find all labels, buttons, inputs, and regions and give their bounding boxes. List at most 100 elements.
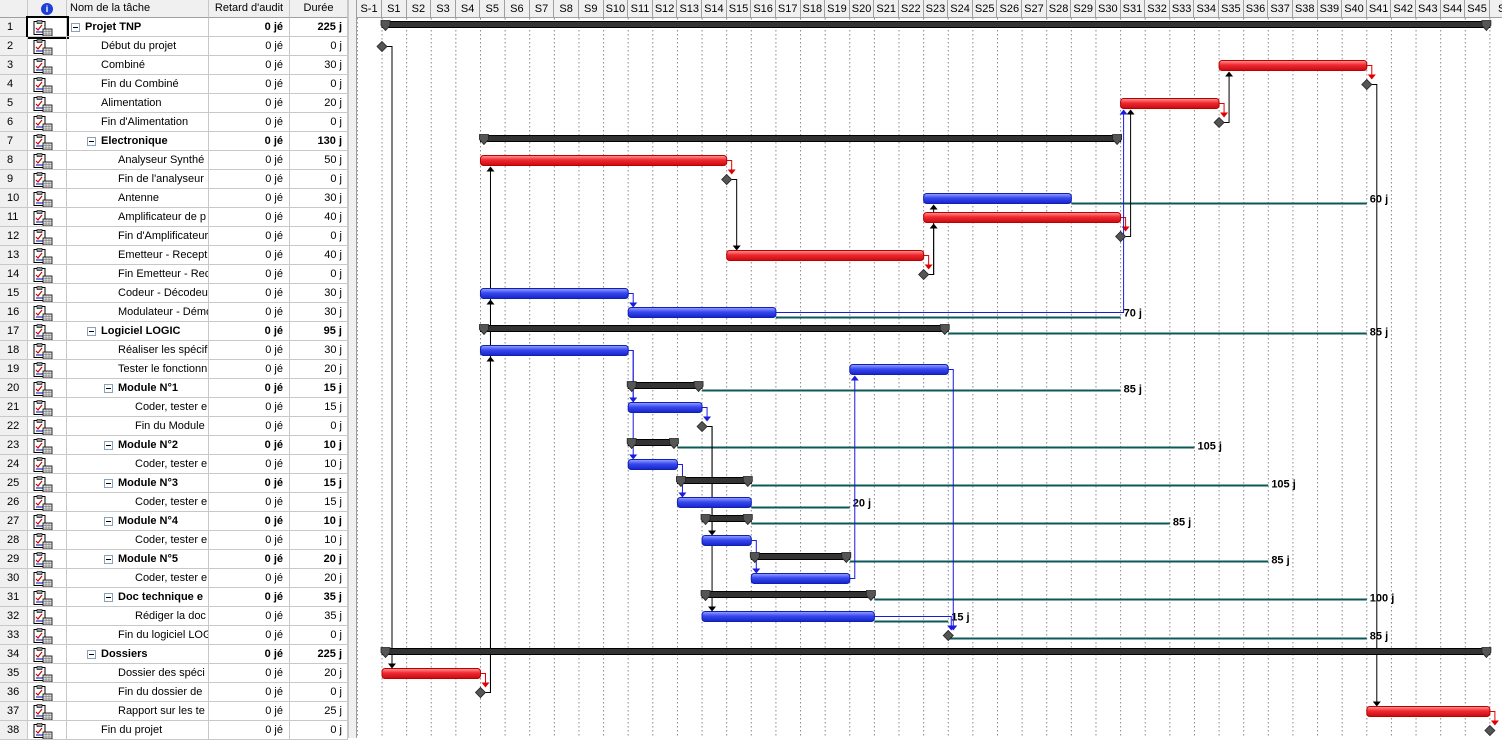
milestone-diamond[interactable] [918,268,930,281]
collapse-toggle[interactable] [104,593,113,602]
collapse-toggle[interactable] [104,517,113,526]
task-bar[interactable] [701,535,752,546]
task-name-cell[interactable]: Fin du dossier de [67,683,209,702]
audit-delay-cell[interactable]: 0 jé [209,265,290,284]
task-name-cell[interactable]: Module N°2 [67,436,209,455]
audit-delay-cell[interactable]: 0 jé [209,455,290,474]
milestone-diamond[interactable] [376,40,388,53]
duration-cell[interactable]: 30 j [290,341,348,360]
duration-cell[interactable]: 50 j [290,151,348,170]
task-name-cell[interactable]: Fin du Combiné [67,75,209,94]
task-name-cell[interactable]: Tester le fonctionn [67,360,209,379]
table-row[interactable]: 27 Module N°4 0 jé 10 j [0,512,348,531]
indicators-header[interactable]: i [28,0,67,18]
milestone-diamond[interactable] [1115,230,1127,243]
table-row[interactable]: 14 Fin Emetteur - Rec 0 jé 0 j [0,265,348,284]
critical-task-bar[interactable] [479,155,728,166]
task-bar[interactable] [750,573,851,584]
duration-cell[interactable]: 0 j [290,227,348,246]
duration-cell[interactable]: 30 j [290,303,348,322]
table-row[interactable]: 28 Coder, tester e 0 jé 10 j [0,531,348,550]
table-row[interactable]: 33 Fin du logiciel LOG 0 jé 0 j [0,626,348,645]
milestone-diamond[interactable] [1484,724,1496,737]
row-number[interactable]: 27 [0,512,28,531]
task-name-cell[interactable]: Analyseur Synthé [67,151,209,170]
row-number[interactable]: 13 [0,246,28,265]
task-name-cell[interactable]: Dossiers [67,645,209,664]
row-number[interactable]: 3 [0,56,28,75]
task-name-cell[interactable]: Fin du projet [67,721,209,740]
audit-delay-cell[interactable]: 0 jé [209,56,290,75]
task-name-header[interactable]: Nom de la tâche [67,0,209,18]
row-number[interactable]: 19 [0,360,28,379]
task-name-cell[interactable]: Projet TNP [67,18,209,37]
row-number[interactable]: 34 [0,645,28,664]
task-name-cell[interactable]: Module N°5 [67,550,209,569]
audit-delay-cell[interactable]: 0 jé [209,341,290,360]
duration-cell[interactable]: 20 j [290,94,348,113]
duration-cell[interactable]: 30 j [290,189,348,208]
audit-delay-cell[interactable]: 0 jé [209,474,290,493]
collapse-toggle[interactable] [87,650,96,659]
audit-delay-cell[interactable]: 0 jé [209,398,290,417]
table-row[interactable]: 16 Modulateur - Démo 0 jé 30 j [0,303,348,322]
duration-cell[interactable]: 10 j [290,455,348,474]
table-row[interactable]: 21 Coder, tester e 0 jé 15 j [0,398,348,417]
table-row[interactable]: 9 Fin de l'analyseur 0 jé 0 j [0,170,348,189]
task-name-cell[interactable]: Fin Emetteur - Rec [67,265,209,284]
table-row[interactable]: 7 Electronique 0 jé 130 j [0,132,348,151]
duration-cell[interactable]: 40 j [290,208,348,227]
duration-cell[interactable]: 20 j [290,550,348,569]
audit-delay-cell[interactable]: 0 jé [209,170,290,189]
table-row[interactable]: 18 Réaliser les spécif 0 jé 30 j [0,341,348,360]
task-name-cell[interactable]: Coder, tester e [67,398,209,417]
duration-cell[interactable]: 0 j [290,417,348,436]
audit-delay-cell[interactable]: 0 jé [209,94,290,113]
audit-delay-header[interactable]: Retard d'audit [209,0,290,18]
duration-cell[interactable]: 0 j [290,265,348,284]
summary-bar[interactable] [701,591,875,598]
collapse-toggle[interactable] [87,327,96,336]
audit-delay-cell[interactable]: 0 jé [209,493,290,512]
audit-delay-cell[interactable]: 0 jé [209,664,290,683]
task-name-cell[interactable]: Codeur - Décodeu [67,284,209,303]
row-number[interactable]: 22 [0,417,28,436]
row-number[interactable]: 16 [0,303,28,322]
task-name-cell[interactable]: Coder, tester e [67,531,209,550]
row-number[interactable]: 25 [0,474,28,493]
table-row[interactable]: 25 Module N°3 0 jé 15 j [0,474,348,493]
task-name-cell[interactable]: Module N°1 [67,379,209,398]
table-row[interactable]: 24 Coder, tester e 0 jé 10 j [0,455,348,474]
duration-cell[interactable]: 30 j [290,56,348,75]
task-bar[interactable] [923,193,1072,204]
row-number[interactable]: 2 [0,37,28,56]
task-bar[interactable] [479,345,629,356]
audit-delay-cell[interactable]: 0 jé [209,550,290,569]
task-name-cell[interactable]: Rapport sur les te [67,702,209,721]
audit-delay-cell[interactable]: 0 jé [209,588,290,607]
audit-delay-cell[interactable]: 0 jé [209,322,290,341]
milestone-diamond[interactable] [696,420,708,433]
duration-cell[interactable]: 10 j [290,531,348,550]
duration-cell[interactable]: 0 j [290,170,348,189]
row-number[interactable]: 31 [0,588,28,607]
row-number[interactable]: 14 [0,265,28,284]
task-bar[interactable] [479,288,629,299]
table-row[interactable]: 22 Fin du Module 0 jé 0 j [0,417,348,436]
table-row[interactable]: 37 Rapport sur les te 0 jé 25 j [0,702,348,721]
row-number[interactable]: 10 [0,189,28,208]
row-number[interactable]: 20 [0,379,28,398]
duration-cell[interactable]: 130 j [290,132,348,151]
row-number[interactable]: 7 [0,132,28,151]
audit-delay-cell[interactable]: 0 jé [209,607,290,626]
row-number[interactable]: 6 [0,113,28,132]
duration-cell[interactable]: 20 j [290,664,348,683]
row-number[interactable]: 12 [0,227,28,246]
task-name-cell[interactable]: Rédiger la doc [67,607,209,626]
audit-delay-cell[interactable]: 0 jé [209,531,290,550]
audit-delay-cell[interactable]: 0 jé [209,683,290,702]
table-row[interactable]: 34 Dossiers 0 jé 225 j [0,645,348,664]
task-name-cell[interactable]: Fin d'Alimentation [67,113,209,132]
task-bar[interactable] [849,364,949,375]
duration-cell[interactable]: 30 j [290,284,348,303]
